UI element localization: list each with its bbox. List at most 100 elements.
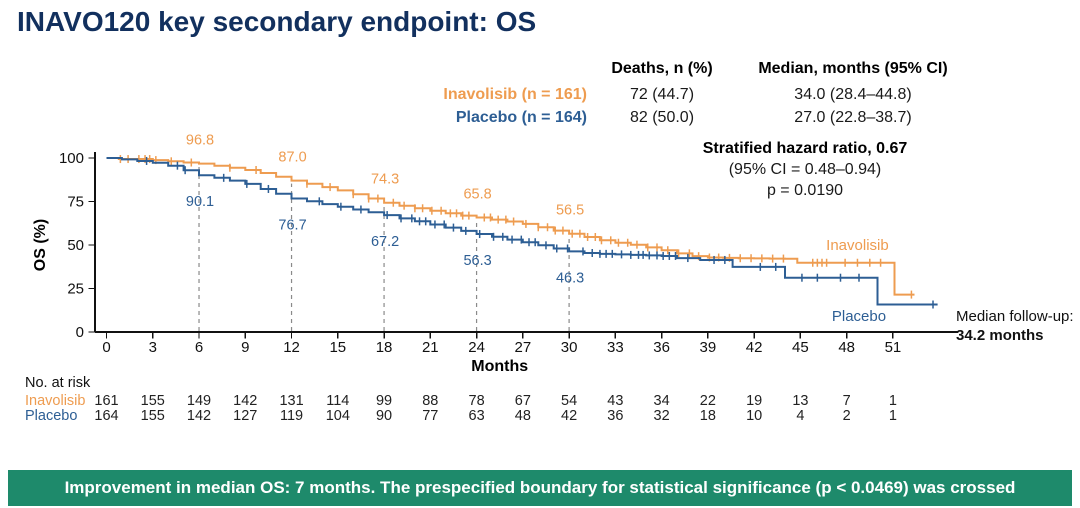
at-risk-count: 104 [326,408,350,424]
at-risk-count: 4 [796,408,804,424]
placebo-landmark-value: 67.2 [371,234,399,250]
x-tick-label: 6 [195,339,203,356]
y-tick-label: 75 [67,194,84,211]
at-risk-count: 88 [422,393,438,409]
at-risk-count: 32 [654,408,670,424]
at-risk-count: 43 [607,393,623,409]
at-risk-count: 149 [187,393,211,409]
at-risk-count: 48 [515,408,531,424]
median-followup: Median follow-up: 34.2 months [956,307,1074,345]
at-risk-count: 36 [607,408,623,424]
placebo-censor-marks [145,156,934,309]
y-tick-label: 0 [76,324,84,341]
inavolisib-landmark-value: 74.3 [371,172,399,188]
placebo-landmark-value: 76.7 [278,218,306,234]
x-tick-label: 15 [329,339,346,356]
landmark-dashed-lines [198,166,570,331]
placebo-landmark-value: 56.3 [463,253,491,269]
x-axis-title: Months [471,358,528,375]
inavolisib-landmark-value: 56.5 [556,203,584,219]
placebo-series: 90.1 76.7 67.2 56.3 46.3 Placebo [106,156,938,325]
at-risk-count: 1 [889,393,897,409]
at-risk-count: 90 [376,408,392,424]
at-risk-count: 67 [515,393,531,409]
at-risk-count: 10 [746,408,762,424]
at-risk-count: 13 [792,393,808,409]
at-risk-count: 127 [233,408,257,424]
y-tick-label: 50 [67,237,84,254]
at-risk-count: 2 [843,408,851,424]
median-followup-value: 34.2 months [956,327,1044,344]
at-risk-count: 114 [326,393,349,409]
x-tick-label: 42 [746,339,763,356]
placebo-landmark-value: 46.3 [556,270,584,286]
at-risk-count: 155 [141,408,165,424]
x-tick-label: 24 [468,339,485,356]
x-tick-label: 45 [792,339,809,356]
x-tick-label: 3 [149,339,157,356]
at-risk-count: 19 [746,393,762,409]
at-risk-count: 77 [422,408,438,424]
deaths-column-header: Deaths, n (%) [611,60,713,77]
at-risk-count: 155 [141,393,165,409]
x-tick-label: 12 [283,339,300,356]
placebo-curve-label: Placebo [832,308,886,325]
at-risk-count: 7 [843,393,851,409]
inavolisib-landmark-value: 87.0 [278,150,306,166]
hazard-ci-line: (95% CI = 0.48–0.94) [728,161,882,178]
at-risk-count: 34 [654,393,670,409]
at-risk-count: 63 [469,408,485,424]
x-tick-label: 27 [514,339,531,356]
legend-inavolisib: Inavolisib (n = 161) [443,86,587,103]
p-value-line: p = 0.0190 [766,182,844,199]
inavolisib-landmark-value: 96.8 [186,133,214,149]
at-risk-count: 78 [469,393,485,409]
y-tick-label: 100 [59,150,84,167]
at-risk-row-label: Placebo [25,408,77,424]
legend-placebo: Placebo (n = 164) [455,109,587,126]
at-risk-count: 119 [280,408,303,424]
y-tick-label: 25 [67,281,84,298]
x-tick-label: 36 [653,339,670,356]
x-tick-label: 51 [885,339,902,356]
x-tick-label: 30 [561,339,578,356]
placebo-median-value: 27.0 (22.8–38.7) [794,109,912,126]
inavolisib-median-value: 34.0 (28.4–44.8) [794,86,912,103]
at-risk-count: 161 [94,393,118,409]
x-tick-label: 48 [838,339,855,356]
x-tick-label: 21 [422,339,439,356]
placebo-curve [106,157,938,306]
median-followup-label: Median follow-up: [956,308,1074,325]
inavolisib-series: 96.8 87.0 74.3 65.8 56.5 Inavolisib [106,133,915,299]
at-risk-count: 42 [561,408,577,424]
inavolisib-curve [106,157,915,296]
hazard-ratio-line: Stratified hazard ratio, 0.67 [702,140,908,157]
y-axis-title: OS (%) [32,219,49,271]
inavolisib-curve-label: Inavolisib [826,237,889,254]
summary-banner: Improvement in median OS: 7 months. The … [8,470,1072,506]
at-risk-title: No. at risk [25,375,91,391]
placebo-landmark-value: 90.1 [186,194,214,210]
placebo-deaths-value: 82 (50.0) [629,109,695,126]
x-tick-label: 9 [241,339,249,356]
x-tick-label: 39 [700,339,717,356]
inavolisib-landmark-value: 65.8 [463,187,491,203]
inavolisib-deaths-value: 72 (44.7) [629,86,695,103]
page-title: INAVO120 key secondary endpoint: OS [17,6,537,37]
hazard-ratio-block: Stratified hazard ratio, 0.67 (95% CI = … [645,138,965,201]
at-risk-count: 1 [889,408,897,424]
x-tick-label: 18 [376,339,393,356]
at-risk-count: 131 [279,393,303,409]
at-risk-count: 142 [233,393,257,409]
at-risk-count: 164 [94,408,118,424]
at-risk-count: 22 [700,393,716,409]
x-tick-label: 33 [607,339,624,356]
at-risk-count: 99 [376,393,392,409]
median-column-header: Median, months (95% CI) [758,60,948,77]
x-tick-label: 0 [102,339,110,356]
at-risk-row-label: Inavolisib [25,393,85,409]
